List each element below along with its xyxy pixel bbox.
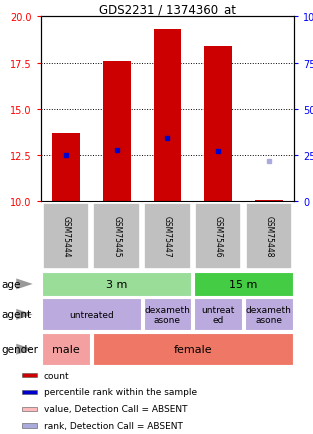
Text: GSM75445: GSM75445 — [112, 216, 121, 257]
Bar — [93, 333, 293, 365]
Bar — [42, 333, 90, 365]
Bar — [245, 203, 292, 270]
Bar — [22, 407, 37, 411]
Text: GSM75446: GSM75446 — [214, 216, 223, 257]
Polygon shape — [16, 344, 33, 355]
Text: value, Detection Call = ABSENT: value, Detection Call = ABSENT — [44, 404, 187, 413]
Text: count: count — [44, 371, 69, 380]
Bar — [22, 390, 37, 394]
Bar — [144, 203, 191, 270]
Text: GSM75447: GSM75447 — [163, 216, 172, 257]
Text: female: female — [173, 345, 212, 354]
Text: untreated: untreated — [69, 310, 114, 319]
Bar — [195, 203, 242, 270]
Text: 3 m: 3 m — [106, 279, 127, 289]
Bar — [194, 299, 242, 331]
Text: age: age — [2, 279, 21, 289]
Text: percentile rank within the sample: percentile rank within the sample — [44, 388, 197, 396]
Text: untreat
ed: untreat ed — [202, 306, 235, 324]
Text: GSM75444: GSM75444 — [62, 216, 70, 257]
Bar — [153, 30, 182, 202]
Polygon shape — [16, 309, 33, 320]
Bar — [42, 272, 191, 296]
Bar — [52, 134, 80, 202]
Text: 15 m: 15 m — [229, 279, 258, 289]
Bar — [43, 203, 90, 270]
Bar — [204, 47, 232, 202]
Text: gender: gender — [2, 345, 38, 354]
Bar — [103, 62, 131, 202]
Text: male: male — [52, 345, 80, 354]
Text: rank, Detection Call = ABSENT: rank, Detection Call = ABSENT — [44, 421, 182, 430]
Bar — [93, 203, 140, 270]
Title: GDS2231 / 1374360_at: GDS2231 / 1374360_at — [99, 3, 236, 16]
Text: dexameth
asone: dexameth asone — [246, 306, 292, 324]
Text: agent: agent — [2, 310, 32, 319]
Bar — [144, 299, 191, 331]
Bar — [255, 201, 283, 202]
Polygon shape — [16, 279, 33, 290]
Bar — [42, 299, 141, 331]
Text: dexameth
asone: dexameth asone — [145, 306, 190, 324]
Bar — [22, 373, 37, 377]
Text: GSM75448: GSM75448 — [264, 216, 273, 257]
Bar — [245, 299, 293, 331]
Bar — [22, 424, 37, 428]
Bar — [194, 272, 293, 296]
